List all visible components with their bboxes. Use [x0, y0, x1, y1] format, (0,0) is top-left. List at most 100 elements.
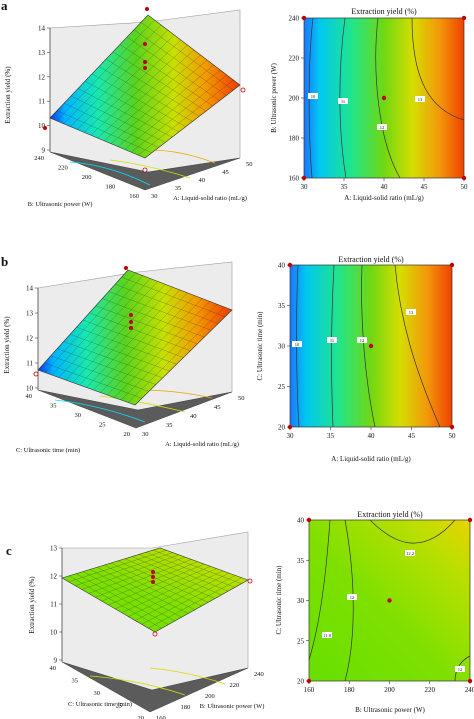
contour-label: 13 — [418, 97, 423, 102]
design-point — [301, 175, 307, 181]
contour-plot-c: Extraction yield (%) 11.8 12 12.2 12 160 180… — [275, 510, 474, 714]
left-tick-label: 20 — [138, 715, 145, 719]
mesh-line — [117, 560, 209, 603]
x-axis-ticks: 160 180 200 220 240 — [304, 681, 474, 694]
y-axis-ticks: 20 25 30 35 40 — [278, 262, 290, 432]
contour-label-bg — [406, 309, 416, 315]
panel-letter: c — [6, 543, 12, 558]
mesh-line — [145, 552, 235, 588]
left-axis-label: C: Ultrasonic time (min) — [68, 701, 132, 708]
mesh-line — [124, 558, 215, 599]
left-tick-label: 25 — [99, 422, 106, 429]
left-tick-label: 40 — [26, 393, 33, 400]
design-point — [143, 60, 147, 64]
right-tick-label: 45 — [214, 404, 221, 411]
mesh-line — [131, 74, 227, 153]
right-tick-label: 180 — [181, 704, 191, 711]
x-tick-label: 160 — [304, 686, 315, 694]
contour-label-bg — [405, 550, 415, 556]
mesh-line — [140, 22, 234, 91]
contour-label: 12 — [458, 667, 463, 672]
mesh-line — [95, 305, 198, 345]
design-point — [467, 517, 473, 523]
contour-line — [411, 17, 465, 121]
design-point — [449, 262, 455, 268]
panel-a: a 9 10 11 12 13 14 Extraction yield (%) 160 18… — [1, 0, 468, 208]
contour-line — [331, 264, 335, 428]
z-tick-label: 13 — [50, 545, 58, 553]
mesh-line — [126, 36, 220, 101]
panel-letter: a — [1, 0, 8, 13]
contour-label: 11.8 — [323, 633, 331, 638]
mesh-line — [104, 54, 201, 141]
mesh-line — [112, 51, 207, 112]
surface-plot-b: 10 11 12 13 14 Extraction yield (%) 20 25 30 35… — [3, 261, 245, 454]
contour-line — [308, 519, 331, 661]
mesh-line — [134, 572, 230, 621]
x-tick-label: 50 — [461, 183, 469, 191]
right-tick-label: 35 — [175, 185, 182, 192]
left-axis-ticks: 20 25 30 35 40 — [50, 665, 145, 719]
right-tick-label: 160 — [156, 715, 166, 719]
floor-contour-line — [89, 675, 186, 696]
contour-label-bg — [327, 337, 337, 343]
design-point — [247, 578, 253, 584]
z-tick-label: 14 — [26, 285, 34, 293]
design-point — [287, 262, 293, 268]
floor-contour-projection — [61, 661, 249, 713]
design-point — [368, 343, 374, 349]
y-tick-label: 220 — [289, 55, 300, 63]
mesh-line — [119, 44, 213, 107]
contour-label: 12 — [380, 125, 385, 130]
surface-mesh — [44, 272, 226, 403]
mesh-line — [93, 292, 188, 391]
z-tick-label: 13 — [26, 310, 34, 318]
design-point — [381, 95, 387, 101]
y-tick-label: 180 — [289, 135, 300, 143]
design-point — [124, 266, 128, 270]
mesh-line — [148, 577, 242, 629]
contour-label-bg — [292, 341, 302, 347]
design-point — [467, 678, 473, 684]
z-axis-ticks: 10 11 12 13 14 — [26, 285, 38, 393]
design-point — [43, 126, 47, 130]
contour-label: 10 — [311, 94, 316, 99]
mesh-line — [110, 59, 208, 144]
design-point — [306, 678, 312, 684]
contour-line — [394, 264, 441, 428]
x-tick-label: 200 — [384, 686, 395, 694]
contour-label: 13 — [409, 310, 414, 315]
z-tick-label: 12 — [38, 73, 46, 81]
design-point — [387, 598, 392, 603]
floor-contour-projection — [37, 389, 233, 429]
z-tick-label: 13 — [38, 49, 46, 57]
surface-plot-c: 9 10 11 12 13 Extraction yield (%) 20 25 30 35 4… — [28, 531, 264, 719]
response-surface — [37, 269, 233, 406]
mesh-line — [121, 568, 217, 613]
left-tick-label: 30 — [94, 690, 101, 697]
design-point — [33, 371, 39, 377]
y-axis-ticks: 160 180 200 220 240 — [289, 15, 304, 183]
x-tick-label: 45 — [408, 432, 416, 440]
design-point — [129, 326, 133, 330]
design-point — [129, 320, 133, 324]
y-tick-label: 40 — [278, 262, 286, 270]
z-tick-label: 9 — [54, 657, 58, 665]
y-axis-label: C: Ultrasonic time (min) — [256, 311, 264, 381]
design-point — [145, 7, 149, 11]
right-tick-label: 30 — [142, 431, 149, 438]
left-tick-label: 220 — [58, 165, 68, 172]
panel-c: c 9 10 11 12 13 Extraction yield (%) 20 25 30 3… — [6, 510, 474, 719]
contour-line — [454, 655, 471, 682]
design-points — [287, 262, 455, 430]
mesh-line — [115, 284, 219, 324]
right-axis-ticks: 30 35 40 45 50 — [142, 395, 245, 438]
mesh-line — [115, 566, 211, 610]
y-axis-label: B: Ultrasonic power (W) — [270, 62, 278, 132]
mesh-line — [131, 556, 222, 596]
z-axis-ticks: 9 10 11 12 13 — [50, 545, 62, 665]
mesh-line — [108, 291, 212, 331]
design-point — [287, 424, 293, 430]
x-tick-label: 30 — [287, 432, 295, 440]
